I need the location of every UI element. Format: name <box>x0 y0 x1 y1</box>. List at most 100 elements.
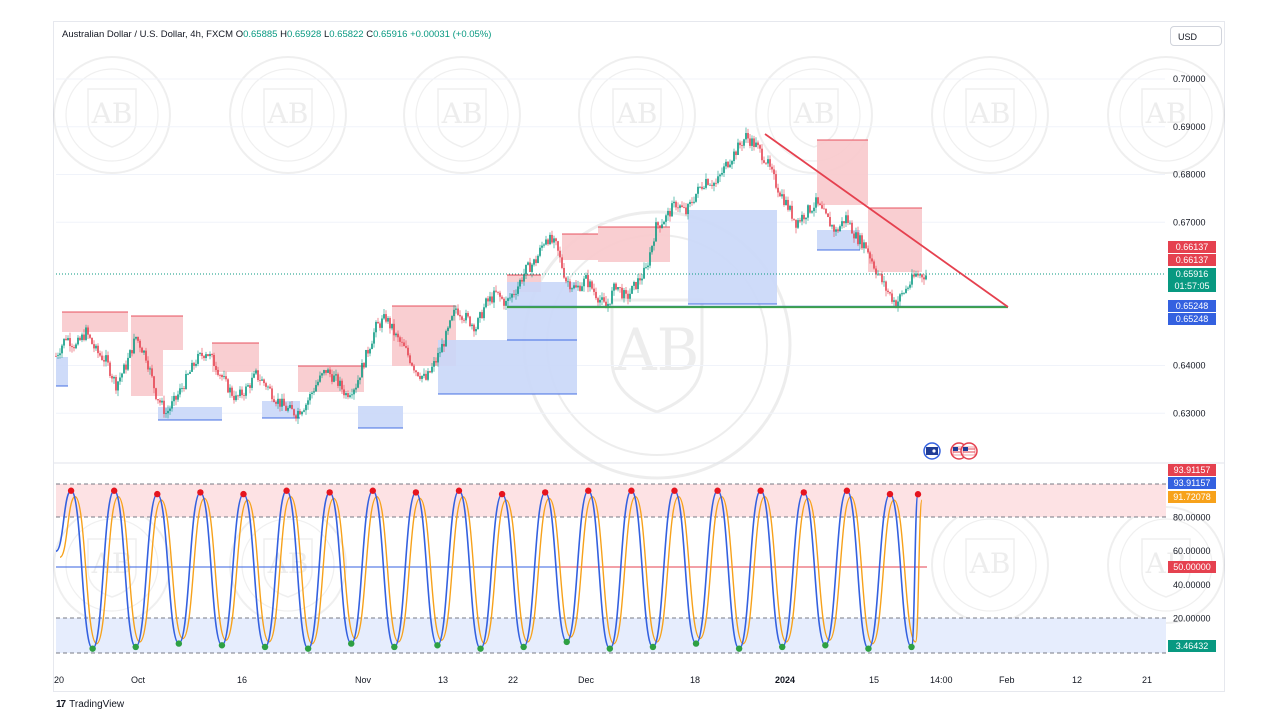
demand-zone <box>358 406 403 428</box>
candle-body <box>629 293 631 299</box>
candle-body <box>467 312 469 317</box>
candle-body <box>799 220 801 222</box>
candle-body <box>589 281 591 288</box>
tradingview-branding[interactable]: 17 TradingView <box>56 699 124 710</box>
candle-body <box>79 337 81 341</box>
supply-zone <box>562 234 598 260</box>
time-tick-label: Dec <box>578 675 595 685</box>
candle-body <box>593 288 595 292</box>
descending-trendline[interactable] <box>764 133 1009 308</box>
watermark-inner-ring <box>241 68 335 162</box>
candle-body <box>599 299 601 303</box>
event-flag-au-icon[interactable] <box>923 442 941 460</box>
candle-body <box>327 369 329 373</box>
candle-body <box>157 399 159 401</box>
candle-body <box>297 410 299 419</box>
oversold-dot <box>822 642 829 649</box>
oversold-dot <box>908 643 915 651</box>
watermark-ring <box>755 56 873 174</box>
candle-body <box>233 395 235 401</box>
candle-body <box>501 296 503 299</box>
candle-body <box>839 226 841 232</box>
candle-body <box>81 334 83 341</box>
price-tick-label: 0.63000 <box>1173 408 1206 418</box>
candle-body <box>373 332 375 344</box>
candle-body <box>185 373 187 389</box>
candle-body <box>111 375 113 379</box>
candle-body <box>457 308 459 315</box>
price-axis[interactable]: 0.70000 0.69000 0.68000 0.67000 0.64000 0.630… <box>1173 74 1206 418</box>
candle-body <box>885 281 887 291</box>
candle-body <box>793 218 795 220</box>
candle-body <box>189 371 191 374</box>
candle-body <box>751 138 753 146</box>
candle-body <box>881 273 883 283</box>
candle-body <box>527 262 529 265</box>
oversold-dot <box>865 645 872 652</box>
event-flag-us-2-icon[interactable] <box>960 442 978 460</box>
candle-body <box>625 290 627 294</box>
candle-body <box>123 364 125 374</box>
candle-body <box>701 186 703 189</box>
candle-body <box>399 337 401 342</box>
candle-body <box>781 194 783 197</box>
candle-body <box>677 207 679 209</box>
candle-body <box>777 187 779 193</box>
candle-body <box>143 350 145 353</box>
change-value: +0.00031 (+0.05%) <box>410 29 492 40</box>
watermark-shield <box>87 538 137 598</box>
candle-body <box>603 297 605 302</box>
candle-body <box>785 199 787 206</box>
candle-body <box>723 166 725 173</box>
candle-body <box>787 199 789 210</box>
candle-body <box>659 225 661 228</box>
candle-body <box>179 388 181 395</box>
candle-body <box>277 398 279 404</box>
candle-body <box>683 206 685 208</box>
candle-body <box>59 353 61 356</box>
candle-body <box>91 337 93 345</box>
candle-body <box>807 205 809 218</box>
price-tick-label: 0.64000 <box>1173 361 1206 371</box>
currency-button[interactable]: USD <box>1170 26 1222 46</box>
candle-body <box>913 274 915 277</box>
candle-body <box>859 235 861 245</box>
osc-tag-lower: 3.46432 <box>1168 640 1216 652</box>
candle-body <box>851 222 853 234</box>
candle-body <box>159 400 161 403</box>
candle-body <box>865 242 867 249</box>
price-tick-label: 0.68000 <box>1173 170 1206 180</box>
candle-body <box>463 319 465 321</box>
candle-body <box>619 287 621 288</box>
candle-body <box>685 207 687 215</box>
candle-body <box>635 281 637 290</box>
candle-body <box>679 205 681 208</box>
oversold-dot <box>89 645 96 652</box>
candle-body <box>485 298 487 308</box>
osc-axis[interactable]: 80.00000 60.00000 40.00000 20.00000 <box>1173 513 1211 624</box>
candle-body <box>547 239 549 245</box>
supply-zone <box>598 227 670 262</box>
candle-body <box>601 297 603 300</box>
candle-body <box>379 323 381 328</box>
candle-body <box>585 275 587 279</box>
candle-body <box>897 301 899 308</box>
candle-body <box>237 395 239 397</box>
time-tick-label: 15 <box>869 675 879 685</box>
candle-body <box>873 261 875 269</box>
candle-body <box>697 186 699 194</box>
candle-body <box>393 323 395 336</box>
candle-body <box>77 337 79 345</box>
candle-body <box>423 373 425 376</box>
overbought-dot <box>67 487 75 494</box>
oversold-dot <box>304 645 312 652</box>
candle-body <box>347 393 349 398</box>
oversold-dot <box>606 645 614 652</box>
candle-body <box>627 293 629 299</box>
time-axis[interactable]: 20 Oct 16 Nov 13 22 Dec 18 2024 15 14:00 Feb 12 21 <box>54 675 1152 685</box>
candle-body <box>129 350 131 358</box>
candle-body <box>665 215 667 222</box>
overbought-dot <box>843 487 851 494</box>
overbought-dot <box>671 487 678 494</box>
